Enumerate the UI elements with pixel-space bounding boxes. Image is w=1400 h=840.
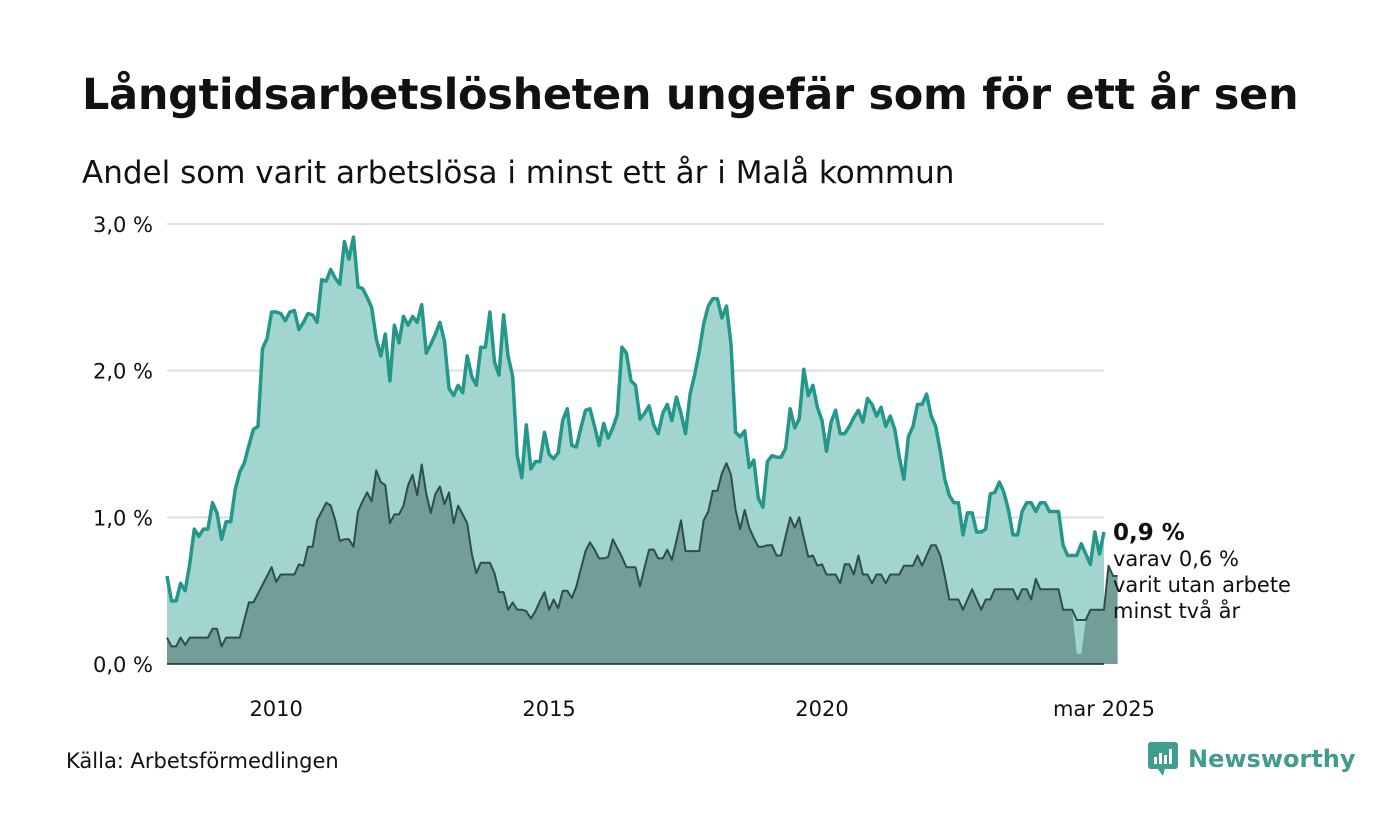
- line-two-years-unemployed: [166, 462, 1118, 648]
- y-axis-ticks: 0,0 % 1,0 % 2,0 % 3,0 %: [93, 213, 153, 677]
- chart-subtitle: Andel som varit arbetslösa i minst ett å…: [82, 155, 955, 191]
- end-annotation: 0,9 % varav 0,6 % varit utan arbete mins…: [1113, 520, 1291, 623]
- x-tick-label: 2010: [249, 697, 302, 721]
- newsworthy-logo-icon: [1148, 742, 1178, 776]
- brand-logo: Newsworthy: [1148, 742, 1356, 776]
- source-note: Källa: Arbetsförmedlingen: [66, 749, 339, 773]
- x-axis-ticks: 2010 2015 2020 mar 2025: [249, 697, 1155, 721]
- y-tick-label: 1,0 %: [93, 506, 153, 530]
- y-tick-label: 3,0 %: [93, 213, 153, 237]
- x-tick-label: 2020: [795, 697, 848, 721]
- y-tick-label: 2,0 %: [93, 360, 153, 384]
- end-value-label: 0,9 %: [1113, 520, 1185, 546]
- area-two-years-unemployed: [167, 463, 1118, 664]
- end-note-line-1: varav 0,6 %: [1113, 547, 1239, 571]
- end-note-line-2: varit utan arbete: [1113, 573, 1291, 597]
- brand-name: Newsworthy: [1188, 745, 1356, 773]
- y-tick-label: 0,0 %: [93, 653, 153, 677]
- x-tick-label: 2015: [522, 697, 575, 721]
- line-long-term-unemployed: [165, 235, 1106, 603]
- chart-areas: [167, 237, 1118, 664]
- chart-title: Långtidsarbetslösheten ungefär som för e…: [82, 70, 1299, 120]
- end-note-line-3: minst två år: [1113, 598, 1241, 623]
- chart-lines: [165, 235, 1118, 665]
- x-tick-label: mar 2025: [1053, 697, 1155, 721]
